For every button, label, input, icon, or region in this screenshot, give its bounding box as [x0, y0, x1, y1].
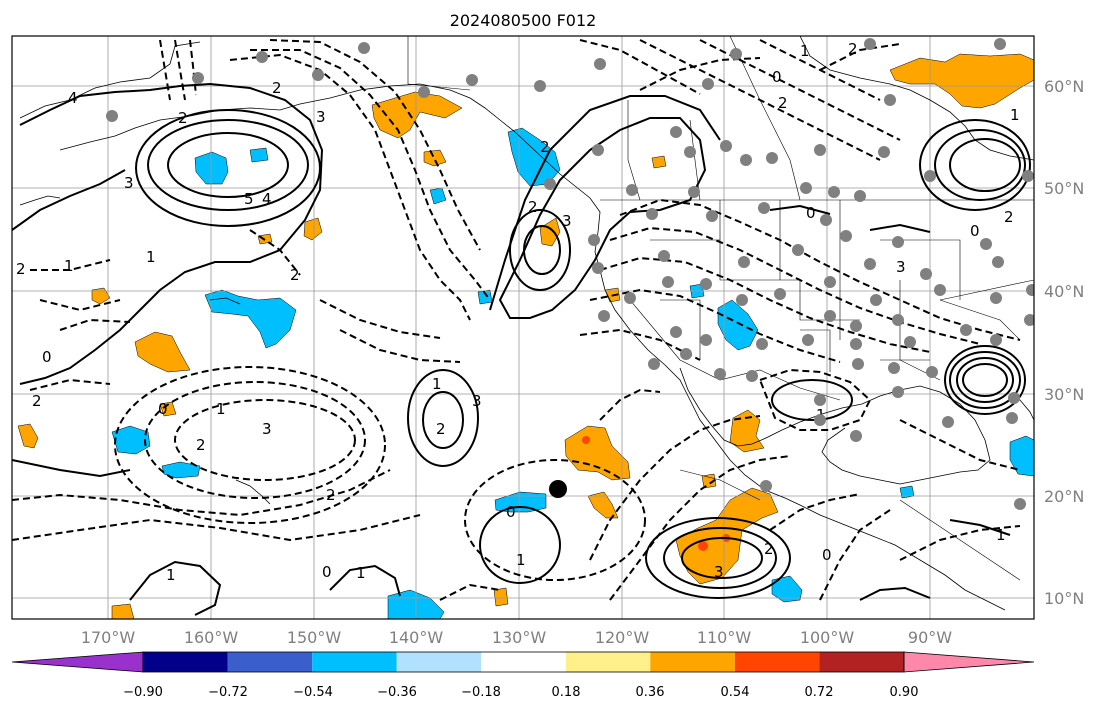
political-borders: [407, 36, 1034, 581]
lat-ticks: 60°N 50°N 40°N 30°N 20°N 10°N: [1044, 77, 1084, 608]
contour-label: 0: [42, 348, 52, 366]
colorbar-label: 0.72: [805, 685, 834, 700]
colorbar-segment: [819, 652, 904, 672]
colorbar-segment: [734, 652, 820, 672]
contour-label: 2: [540, 138, 550, 156]
contour-label: 3: [896, 258, 906, 276]
colorbar-segment: [481, 652, 566, 672]
contour-label: 1: [356, 564, 366, 582]
contour-label: 1: [516, 551, 526, 569]
contour-label: 4: [262, 190, 272, 208]
lat-tick-label: 20°N: [1044, 487, 1084, 506]
contour-label: 1: [432, 375, 442, 393]
contour-label: 2: [778, 94, 788, 112]
colorbar-segment: [312, 652, 397, 672]
colorbar-frame: [142, 651, 905, 673]
graticule: [12, 36, 1034, 619]
contour-label: 0: [506, 503, 516, 521]
lon-tick-label: 170°W: [81, 628, 136, 647]
lon-ticks: 170°W 160°W 150°W 140°W 130°W 120°W 110°…: [81, 628, 952, 647]
colorbar-label: 0.18: [552, 685, 581, 700]
contour-label: 1: [64, 257, 74, 275]
contour-label: 1: [996, 526, 1006, 544]
contour-label: 2: [290, 266, 300, 284]
contour-label: 2: [848, 40, 858, 58]
contour-label: 3: [262, 420, 272, 438]
dashed-contours: [12, 39, 1021, 601]
contour-label: 3: [472, 392, 482, 410]
contour-label: 5: [244, 190, 254, 208]
colorbar-extend-high: [903, 651, 1035, 673]
lon-tick-label: 140°W: [389, 628, 444, 647]
contour-label: 2: [196, 436, 206, 454]
lon-tick-label: 120°W: [595, 628, 650, 647]
colorbar-label: −0.36: [377, 685, 417, 700]
contour-label: 2: [178, 109, 188, 127]
warm-anomaly-fill: [17, 53, 1034, 619]
contour-label: 0: [158, 400, 168, 418]
colorbar-segment: [396, 652, 482, 672]
contour-labels: 4 2 3 1 2 5 4 3 2 1 0 2 3 2 1 0 2 2 3 2 …: [16, 40, 1020, 584]
contour-label: 2: [528, 198, 538, 216]
location-marker: [549, 480, 567, 498]
colorbar: [11, 651, 1035, 673]
lat-tick-label: 50°N: [1044, 179, 1084, 198]
colorbar-labels: −0.90 −0.72 −0.54 −0.36 −0.18 0.18 0.36 …: [123, 685, 918, 700]
colorbar-label: −0.18: [461, 685, 501, 700]
colorbar-label: −0.54: [293, 685, 333, 700]
colorbar-extend-low: [11, 651, 144, 673]
contour-label: 2: [764, 540, 774, 558]
colorbar-segment: [227, 652, 313, 672]
lon-tick-label: 160°W: [184, 628, 239, 647]
contour-label: 0: [806, 204, 816, 222]
contour-label: 1: [146, 248, 156, 266]
station-markers: [106, 38, 1034, 510]
contour-label: 1: [216, 400, 226, 418]
colorbar-label: −0.90: [123, 685, 163, 700]
contour-label: 2: [272, 79, 282, 97]
contour-label: 3: [124, 174, 134, 192]
contour-label: 1: [1010, 106, 1020, 124]
lon-tick-label: 100°W: [800, 628, 855, 647]
contour-label: 0: [322, 563, 332, 581]
contour-label: 2: [16, 260, 26, 278]
contour-label: 0: [970, 222, 980, 240]
contour-label: 3: [714, 563, 724, 581]
colorbar-segment: [143, 652, 228, 672]
colorbar-label: −0.72: [208, 685, 248, 700]
map-frame: [11, 35, 1035, 620]
lon-tick-label: 110°W: [697, 628, 752, 647]
lat-tick-label: 30°N: [1044, 385, 1084, 404]
contour-label: 3: [562, 212, 572, 230]
colorbar-segment: [650, 652, 735, 672]
contour-label: 0: [772, 68, 782, 86]
contour-label: 2: [1004, 208, 1014, 226]
map-body: 4 2 3 1 2 5 4 3 2 1 0 2 3 2 1 0 2 2 3 2 …: [12, 36, 1034, 619]
contour-label: 0: [822, 546, 832, 564]
colorbar-label: 0.54: [721, 685, 750, 700]
colorbar-label: 0.90: [890, 685, 919, 700]
contour-label: 4: [68, 89, 78, 107]
contour-label: 1: [800, 42, 810, 60]
solid-contours: [12, 82, 1031, 616]
contour-label: 2: [326, 486, 336, 504]
contour-label: 2: [32, 392, 42, 410]
map-title: 2024080500 F012: [450, 11, 597, 30]
contour-label: 1: [166, 566, 176, 584]
lon-tick-label: 130°W: [492, 628, 547, 647]
colorbar-label: 0.36: [636, 685, 665, 700]
lat-tick-label: 40°N: [1044, 282, 1084, 301]
lon-tick-label: 90°W: [908, 628, 952, 647]
coastlines: [19, 36, 1034, 611]
lat-tick-label: 60°N: [1044, 77, 1084, 96]
lat-tick-label: 10°N: [1044, 589, 1084, 608]
colorbar-segment: [565, 652, 651, 672]
contour-label: 2: [436, 420, 446, 438]
cold-anomaly-fill: [111, 127, 1034, 619]
contour-label: 3: [316, 108, 326, 126]
lon-tick-label: 150°W: [287, 628, 342, 647]
